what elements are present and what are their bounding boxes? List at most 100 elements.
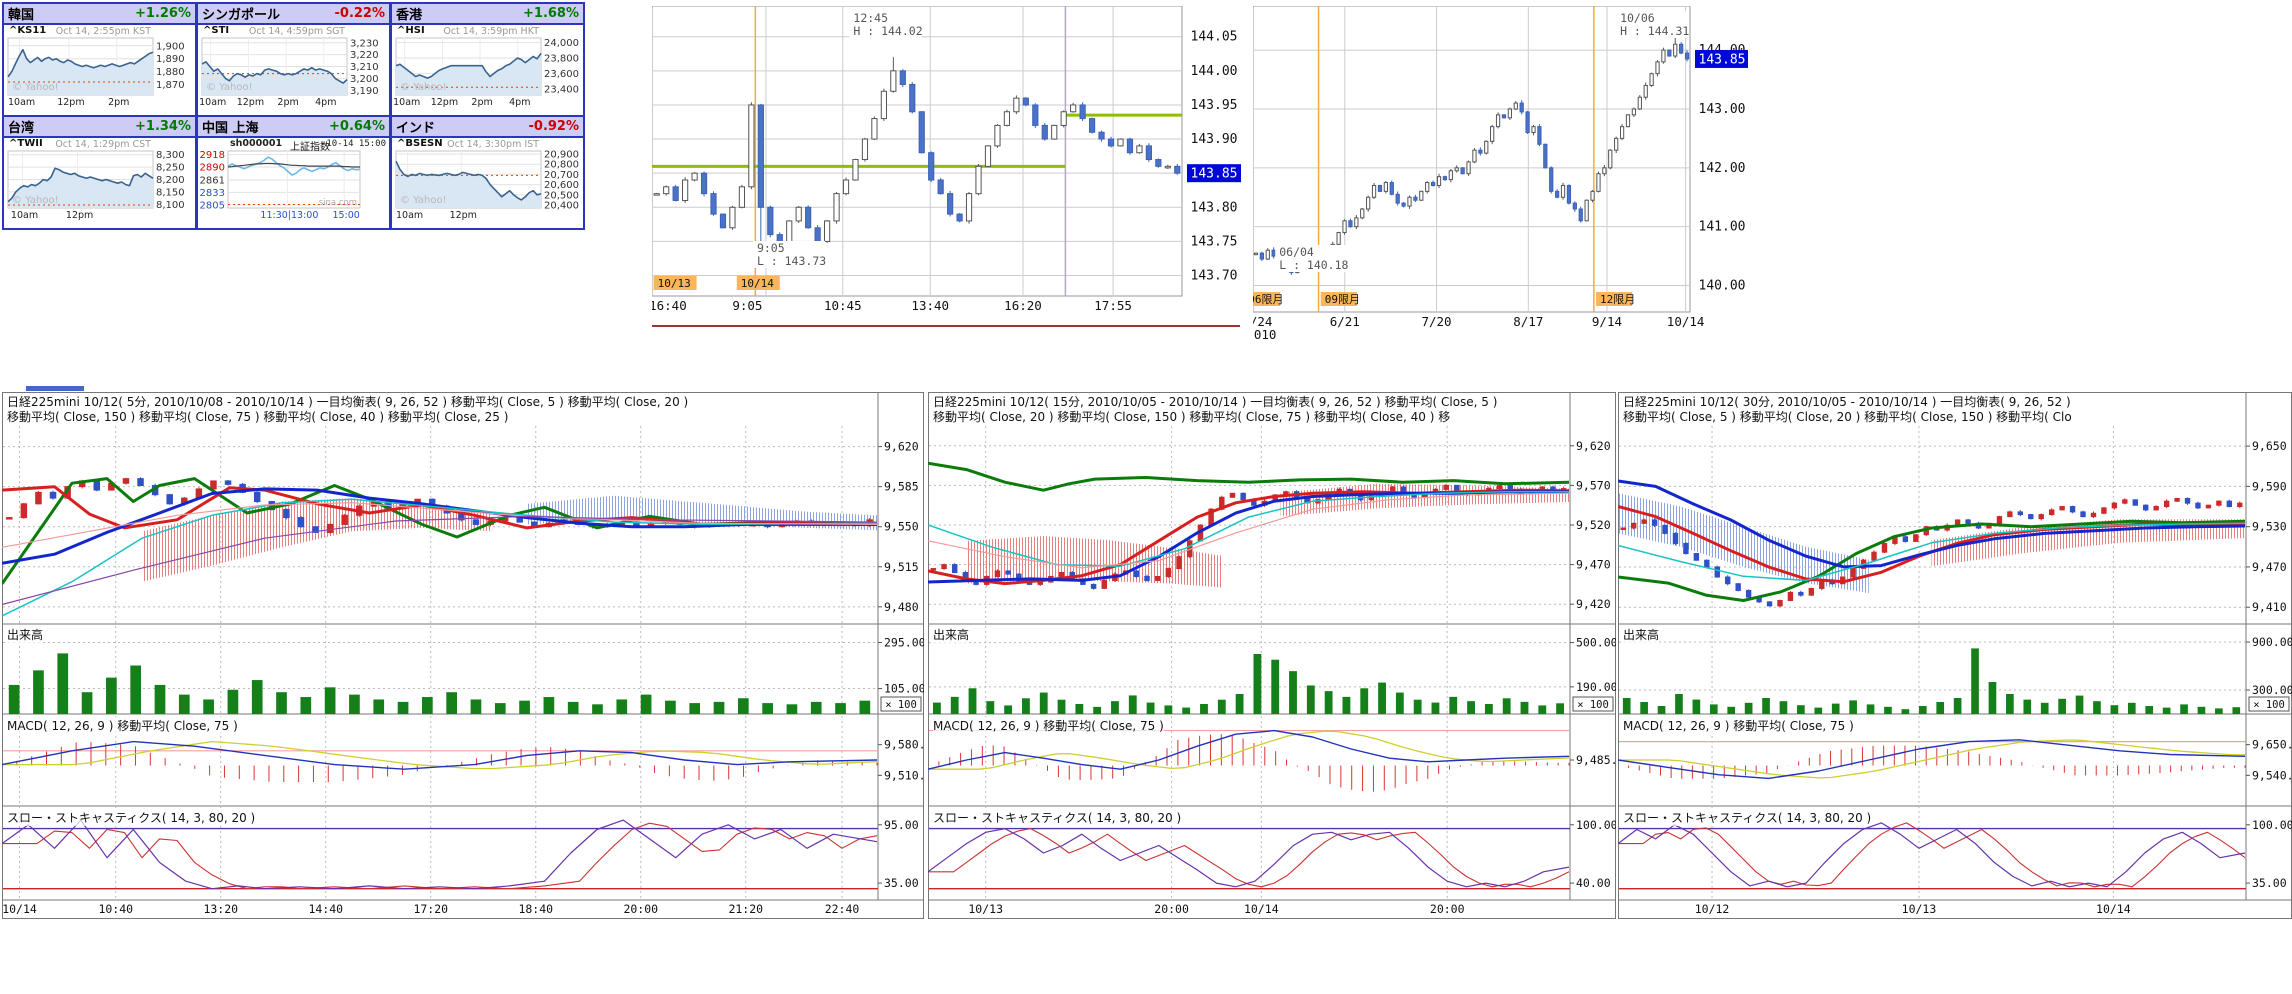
candlestick-canvas: 144.05 144.00 143.95 143.90 143.85 143.80 143.… bbox=[649, 5, 1241, 327]
candle-body bbox=[1389, 182, 1394, 195]
candle-body bbox=[1090, 583, 1097, 589]
volume-bar bbox=[1360, 688, 1369, 714]
macd-signal-line bbox=[928, 730, 1570, 770]
index-name: 上証指数 bbox=[290, 142, 330, 153]
candle-body bbox=[1662, 524, 1668, 534]
market-name: 台湾 bbox=[8, 121, 35, 136]
candle-body bbox=[1745, 589, 1752, 598]
volume-bar bbox=[1004, 705, 1013, 714]
candle-body bbox=[1436, 176, 1442, 186]
x-tick-label: 6/21 bbox=[1330, 314, 1360, 329]
market-name: インド bbox=[396, 121, 436, 136]
candle-body bbox=[1133, 570, 1140, 577]
volume-bar bbox=[1217, 699, 1226, 714]
area-fill bbox=[202, 61, 347, 95]
candle-body bbox=[909, 83, 916, 113]
market-symbol: ^BSESN bbox=[397, 138, 443, 149]
candle-body bbox=[653, 193, 660, 196]
candle-body bbox=[1996, 516, 2003, 524]
volume-bar bbox=[397, 701, 409, 714]
nikkei225mini-15min-chart[interactable]: 日経225mini 10/12( 15分, 2010/10/05 - 2010/… bbox=[927, 392, 1631, 930]
technical-chart-canvas: 10/14 10:40 13:20 14:40 17:20 18:40 20:00 21:20… bbox=[0, 392, 939, 919]
daily-candlestick-chart[interactable]: 144.00143.00142.00141.00140.0006限月09限月12… bbox=[1242, 5, 1749, 351]
candle-body bbox=[1395, 193, 1400, 204]
candle-body bbox=[1419, 190, 1424, 201]
market-symbol: ^STI bbox=[203, 25, 230, 36]
volume-bar bbox=[689, 703, 701, 714]
candle-body bbox=[1348, 220, 1353, 228]
price-line bbox=[7, 48, 154, 78]
volume-panel-label: 出来高 bbox=[7, 626, 44, 643]
y-tick-label: 143.70 bbox=[1191, 269, 1238, 284]
candle-body bbox=[297, 517, 305, 528]
volume-bar bbox=[1253, 654, 1262, 714]
market-symbol: sh000001 bbox=[230, 138, 283, 149]
volume-bar bbox=[1814, 707, 1823, 714]
volume-tick-label: 295.00 bbox=[884, 635, 924, 649]
market-panel-india[interactable]: インド -0.92% ^BSESN Oct 14, 3:30pm IST © Yaho… bbox=[390, 115, 585, 230]
market-chart: ^BSESN Oct 14, 3:30pm IST © Yahoo! 20,900 20… bbox=[392, 138, 583, 228]
annotation-value: H : 144.02 bbox=[853, 24, 922, 38]
candle-body bbox=[1060, 111, 1067, 126]
candle-body bbox=[2059, 506, 2065, 511]
market-header: 韓国 +1.26% bbox=[4, 4, 195, 25]
market-timestamp: 10-14 15:00 bbox=[326, 139, 386, 149]
candle-body bbox=[975, 165, 982, 195]
x-tick-label: 2pm bbox=[471, 97, 492, 108]
scale-badge-box bbox=[2248, 696, 2290, 712]
volume-bar bbox=[1884, 706, 1892, 714]
chart-subtitle: 移動平均( Close, 20 ) 移動平均( Close, 150 ) 移動平… bbox=[933, 410, 1451, 424]
candle-body bbox=[994, 570, 1001, 577]
x-tick-label: 12pm bbox=[450, 210, 477, 221]
candle-body bbox=[1881, 542, 1888, 553]
candle-body bbox=[1566, 184, 1572, 204]
volume-bar bbox=[1289, 671, 1297, 714]
candle-body bbox=[738, 186, 746, 208]
market-panel-taiwan[interactable]: 台湾 +1.34% ^TWII Oct 14, 1:29pm CST © Yahoo!… bbox=[2, 115, 197, 230]
market-symbol: ^TWII bbox=[9, 138, 43, 149]
candle-body bbox=[729, 206, 736, 229]
y-tick-label: 144.00 bbox=[1191, 64, 1238, 79]
volume-bar bbox=[178, 694, 190, 714]
candle-body bbox=[1107, 138, 1115, 147]
x-tick-label: 20:00 bbox=[1430, 902, 1465, 916]
candle-body bbox=[710, 193, 717, 215]
volume-bar bbox=[1779, 701, 1788, 714]
candle-body bbox=[1543, 143, 1548, 169]
volume-tick-label: 900.00 bbox=[2252, 635, 2292, 649]
y-tick-label: 20,800 bbox=[544, 160, 579, 171]
market-panel-shanghai[interactable]: 中国 上海 +0.64% sh000001 上証指数 10-14 15:00 sina.… bbox=[196, 115, 391, 230]
market-panel-hongkong[interactable]: 香港 +1.68% ^HSI Oct 14, 3:59pm HKT © Yahoo! 2… bbox=[390, 2, 585, 117]
price-line bbox=[7, 167, 154, 203]
candle-body bbox=[842, 179, 850, 195]
market-panel-korea[interactable]: 韓国 +1.26% ^KS11 Oct 14, 2:55pm KST © Yahoo!… bbox=[2, 2, 197, 117]
candle-body bbox=[861, 138, 869, 161]
volume-bar bbox=[1692, 699, 1701, 714]
candle-body bbox=[1625, 114, 1631, 128]
volume-bar bbox=[227, 689, 239, 714]
candle-body bbox=[941, 564, 947, 570]
candle-body bbox=[1913, 534, 1919, 542]
candle-body bbox=[1496, 484, 1503, 490]
candle-body bbox=[1041, 124, 1048, 140]
volume-bar bbox=[786, 704, 798, 714]
volume-bar bbox=[567, 701, 579, 714]
ma-line bbox=[1, 502, 878, 548]
candle-body bbox=[1555, 190, 1560, 198]
candle-body bbox=[1608, 149, 1613, 169]
candle-body bbox=[1383, 182, 1388, 192]
intraday-candlestick-chart[interactable]: 144.05 144.00 143.95 143.90 143.85 143.80 143.… bbox=[649, 5, 1244, 336]
market-panel-singapore[interactable]: シンガポール -0.22% ^STI Oct 14, 4:59pm SGT © Yah… bbox=[196, 2, 391, 117]
candle-body bbox=[1454, 167, 1459, 172]
volume-bar bbox=[2162, 707, 2171, 714]
y-tick-label: 8,250 bbox=[156, 163, 185, 174]
nikkei225mini-30min-chart[interactable]: 日経225mini 10/12( 30分, 2010/10/05 - 2010/… bbox=[1617, 392, 2292, 930]
volume-bar bbox=[1093, 706, 1102, 714]
candle-body bbox=[918, 111, 925, 154]
candle-body bbox=[719, 213, 727, 229]
nikkei225mini-5min-chart[interactable]: 日経225mini 10/12( 5分, 2010/10/08 - 2010/1… bbox=[0, 392, 939, 930]
x-tick-label: 10am bbox=[8, 97, 35, 108]
candle-body bbox=[1519, 102, 1524, 113]
